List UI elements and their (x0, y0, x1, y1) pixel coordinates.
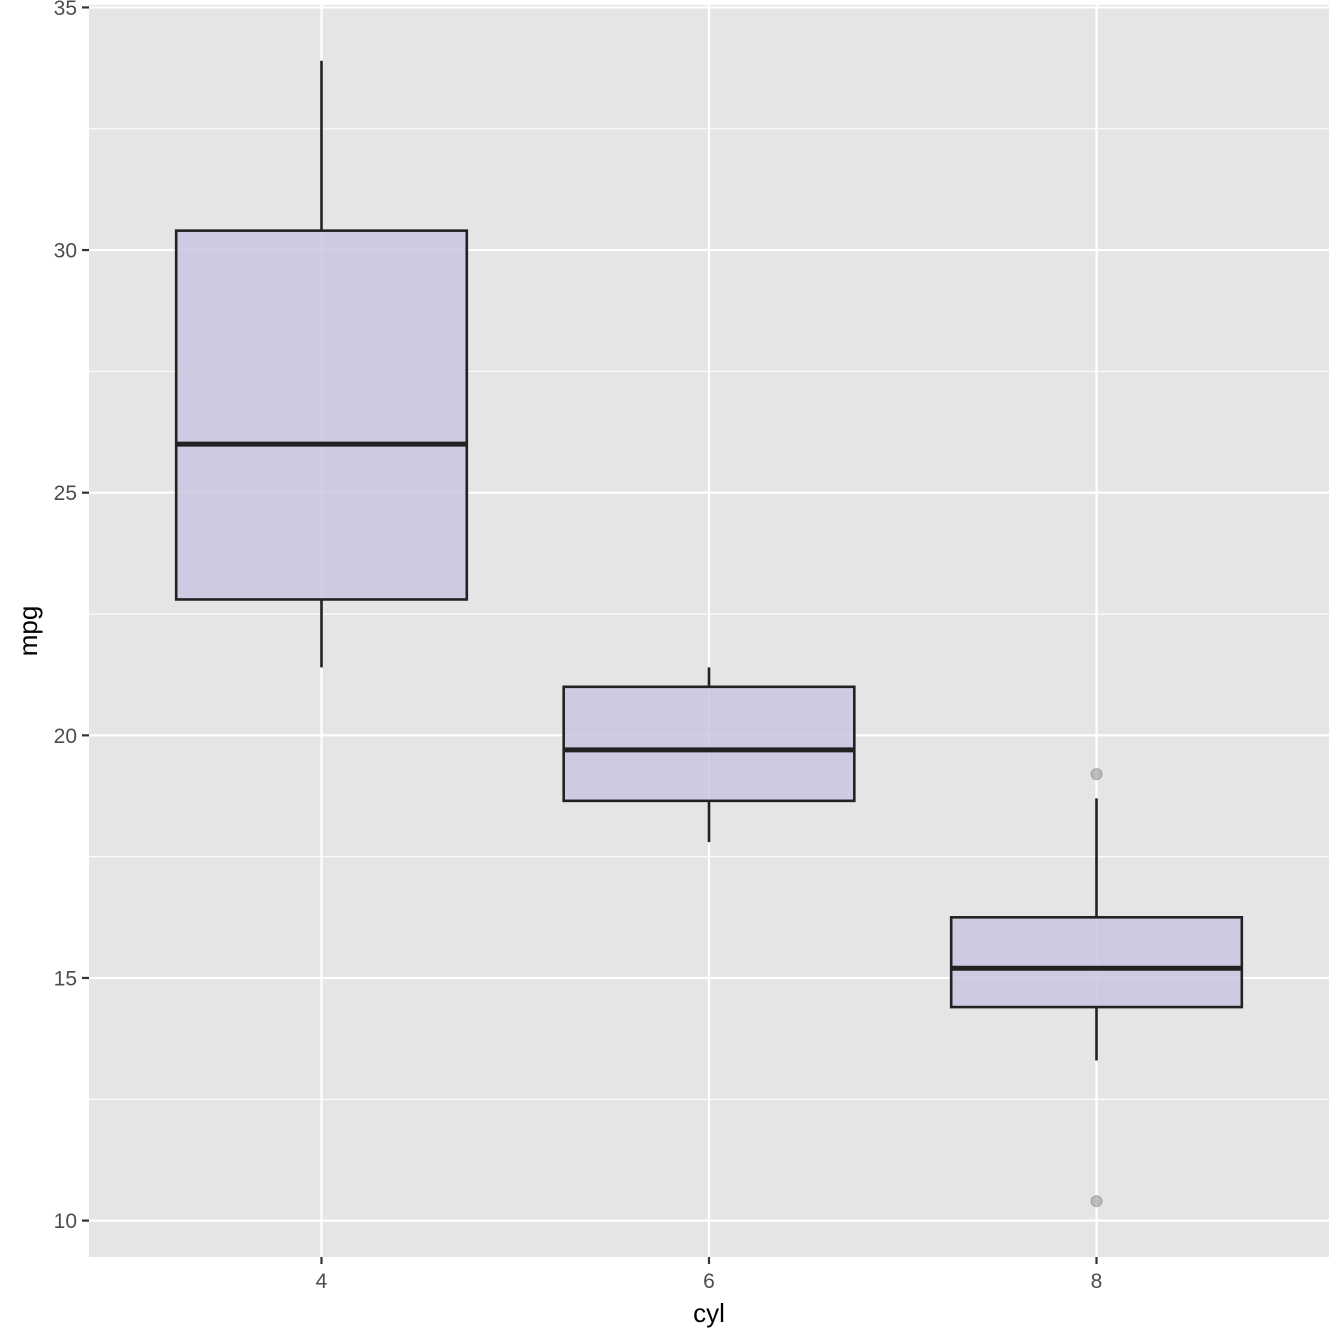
box-6 (562, 667, 856, 843)
box-iqr (174, 229, 469, 601)
y-tick-label: 25 (54, 482, 77, 505)
y-tick-label: 20 (54, 725, 77, 748)
x-tick-label: 6 (703, 1270, 715, 1293)
y-tick-label: 10 (54, 1210, 77, 1233)
y-tick-label: 30 (54, 240, 77, 263)
box-iqr (562, 685, 856, 803)
y-tick-label: 15 (54, 967, 77, 990)
x-axis-title: cyl (693, 1298, 725, 1328)
box-4 (174, 60, 469, 668)
outlier-point (1090, 1195, 1103, 1208)
y-axis-title: mpg (13, 606, 43, 657)
outlier-point (1090, 768, 1103, 781)
box-iqr (949, 916, 1244, 1009)
x-tick-label: 4 (316, 1270, 328, 1293)
y-tick-label: 35 (54, 0, 77, 20)
x-axis: 4 6 8 (316, 1257, 1103, 1293)
boxes-layer (174, 60, 1244, 1208)
box-8 (949, 768, 1244, 1208)
y-axis: 10 15 20 25 30 35 (54, 0, 89, 1233)
x-tick-label: 8 (1091, 1270, 1103, 1293)
